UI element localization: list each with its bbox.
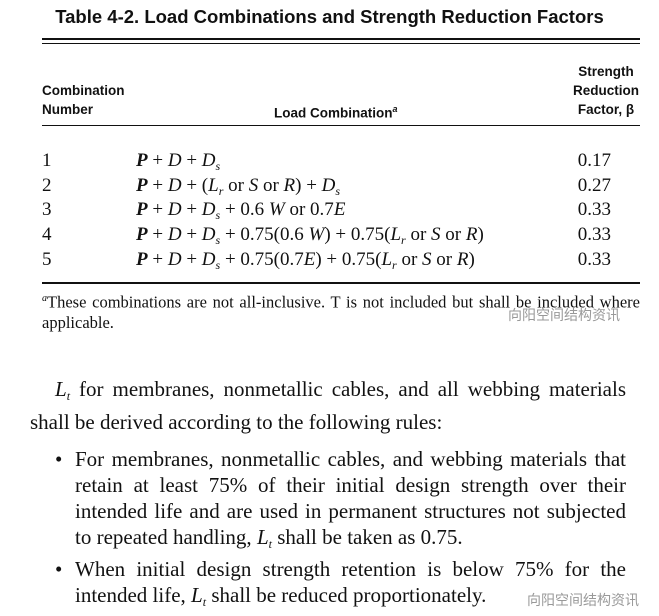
table-row: 3 P + D + Ds + 0.6 W or 0.7E 0.33 bbox=[42, 199, 640, 224]
table-footnote: aThese combinations are not all-inclusiv… bbox=[42, 292, 640, 332]
load-combination: P + D + Ds + 0.6 W or 0.7E bbox=[136, 199, 346, 223]
bottom-rule bbox=[42, 282, 640, 284]
table-row: 2 P + D + (Lr or S or R) + Ds 0.27 bbox=[42, 175, 640, 200]
combination-number: 3 bbox=[42, 199, 52, 221]
combination-number: 4 bbox=[42, 224, 52, 246]
reduction-factor: 0.33 bbox=[577, 224, 611, 246]
reduction-factor: 0.17 bbox=[577, 150, 611, 171]
combination-number: 1 bbox=[42, 150, 52, 171]
list-item: • When initial design strength retention … bbox=[55, 557, 626, 609]
load-combination: P + D + Ds + 0.75(0.6 W) + 0.75(Lr or S … bbox=[136, 224, 484, 248]
combination-number: 5 bbox=[42, 248, 52, 270]
header-number: Combination Number bbox=[42, 83, 125, 117]
top-rule bbox=[42, 38, 640, 40]
table-row: 5 P + D + Ds + 0.75(0.7E) + 0.75(Lr or S… bbox=[42, 249, 640, 274]
header-factor: Strength Reduction Factor, β bbox=[573, 64, 639, 117]
rules-list: • For membranes, nonmetallic cables, and … bbox=[30, 447, 626, 615]
header-rule bbox=[42, 125, 640, 126]
load-combination: P + D + Ds bbox=[136, 150, 221, 173]
reduction-factor: 0.27 bbox=[577, 174, 611, 196]
paragraph: Lt for membranes, nonmetallic cables, an… bbox=[30, 377, 626, 434]
bullet-icon: • bbox=[55, 557, 63, 582]
bullet-icon: • bbox=[55, 447, 63, 472]
watermark: 向阳空间结构资讯 bbox=[508, 307, 620, 323]
table-row: 1 P + D + Ds 0.17 bbox=[42, 150, 640, 175]
table-row: 4 P + D + Ds + 0.75(0.6 W) + 0.75(Lr or … bbox=[42, 224, 640, 249]
load-combination: P + D + (Lr or S or R) + Ds bbox=[136, 174, 341, 198]
body-text: Lt for membranes, nonmetallic cables, an… bbox=[30, 377, 626, 616]
top-rule-2 bbox=[42, 43, 640, 44]
list-item: • For membranes, nonmetallic cables, and … bbox=[55, 447, 626, 551]
reduction-factor: 0.33 bbox=[577, 248, 611, 270]
load-combination: P + D + Ds + 0.75(0.7E) + 0.75(Lr or S o… bbox=[136, 248, 475, 272]
reduction-factor: 0.33 bbox=[577, 199, 611, 221]
combination-number: 2 bbox=[42, 174, 52, 196]
watermark-bottom: 向阳空间结构资讯 bbox=[527, 592, 639, 608]
table-title: Table 4-2. Load Combinations and Strengt… bbox=[55, 6, 604, 27]
header-combination: Load Combinationa bbox=[274, 104, 398, 121]
